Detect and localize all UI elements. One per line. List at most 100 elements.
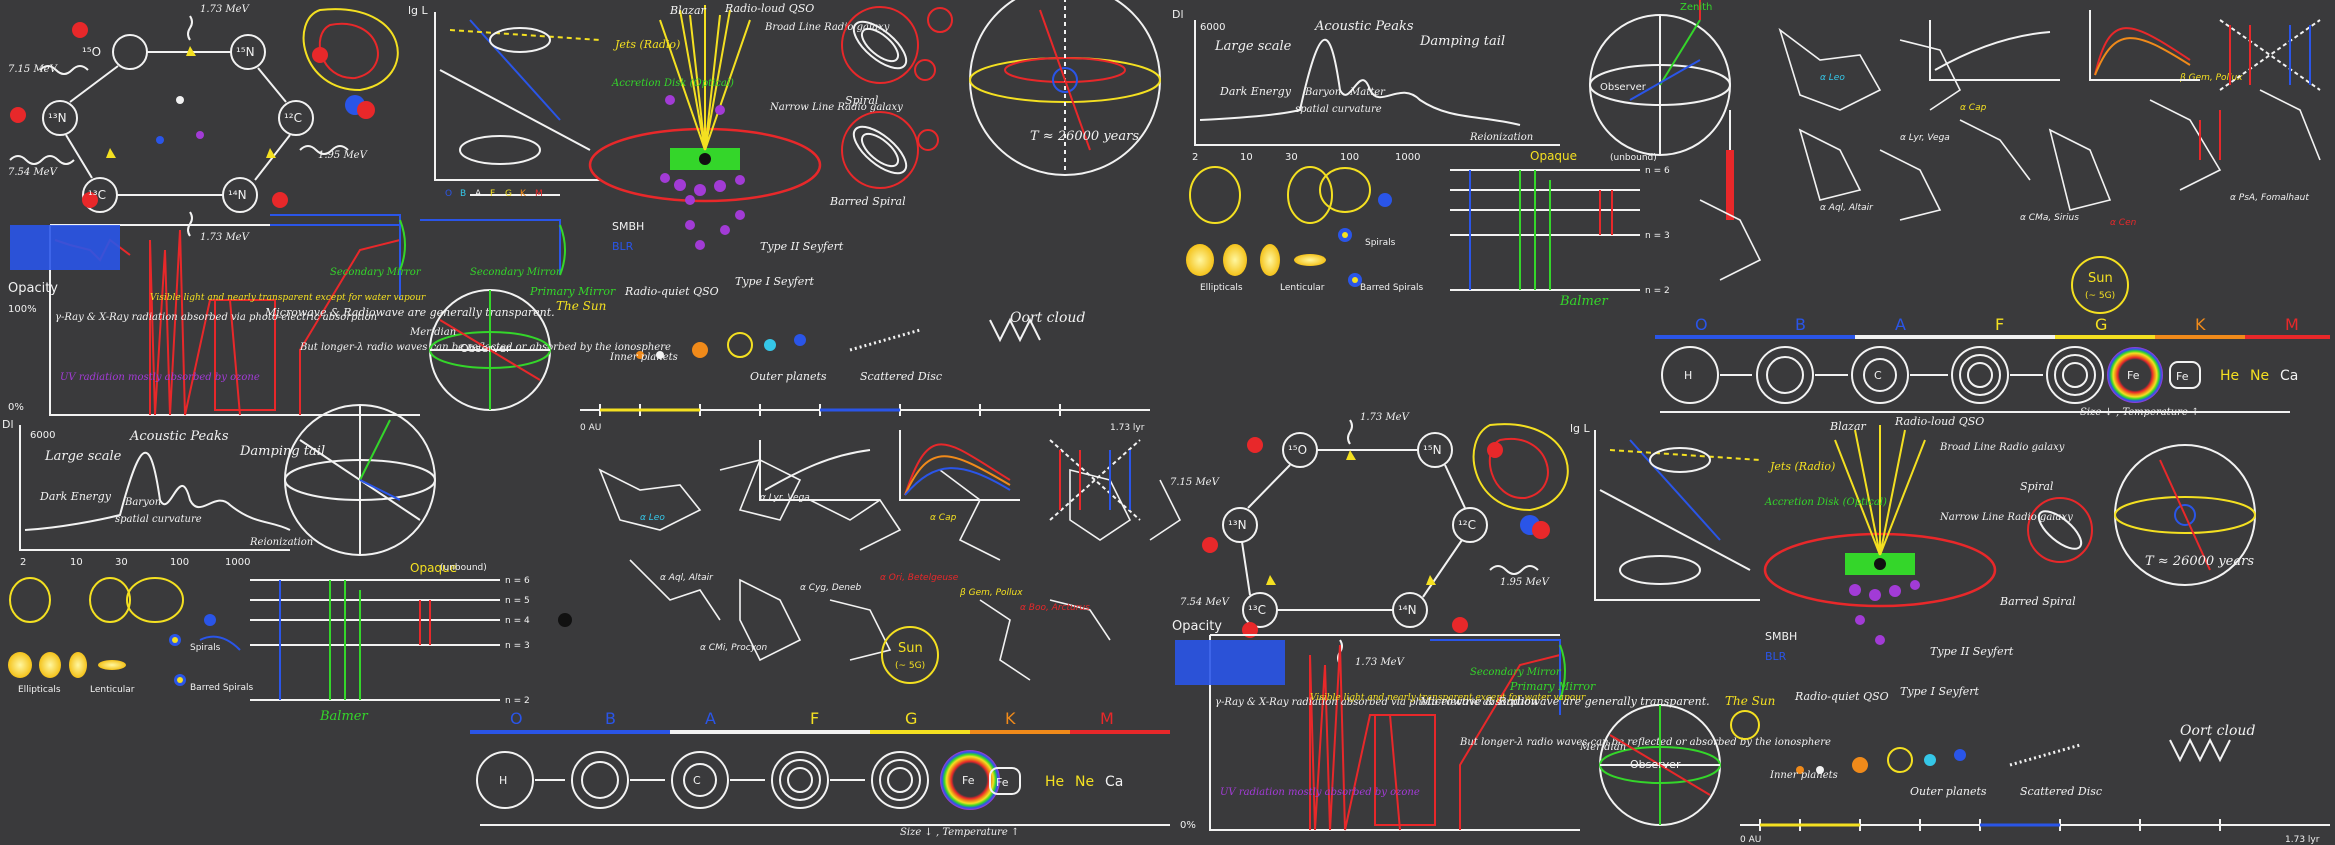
- roche-lobe-right: [1472, 423, 1569, 539]
- cmb-bot-dl: Dl: [2, 418, 14, 431]
- agn-r-spiral: Spiral: [2020, 480, 2054, 493]
- agn-r-blr: BLR: [1765, 650, 1787, 663]
- opacity-r-longer: But longer-λ radio waves can be reflecte…: [1459, 737, 1831, 748]
- spectral-class-bar-left: [470, 730, 1170, 734]
- cmb-top-baryon: Baryon: [1304, 87, 1341, 98]
- cno-r-e4: 7.54 MeV: [1180, 597, 1231, 608]
- h-right-unbound: (unbound): [1610, 153, 1657, 163]
- opacity-r-uv: UV radiation mostly absorbed by ozone: [1220, 787, 1420, 798]
- shell-fe-rainbow-right: Fe: [2127, 369, 2140, 382]
- cno-r-n14: ¹⁴N: [1398, 603, 1417, 617]
- agn-r-smbh: SMBH: [1765, 630, 1797, 643]
- solar-r-ly: 1.73 lyr: [2285, 835, 2320, 845]
- cmb-top-large: Large scale: [1214, 39, 1292, 54]
- cmb-bot-reion: Reionization: [249, 537, 313, 548]
- hydrogen-levels-right: [1450, 169, 1640, 291]
- luminosity-plot-right: [1594, 430, 1761, 601]
- cmb-top-t100: 100: [1340, 152, 1359, 163]
- energy-label-3: 1.95 MeV: [318, 150, 369, 161]
- sun-label-left: Sun: [898, 641, 923, 656]
- energy-label-2: 7.15 MeV: [8, 64, 59, 75]
- star-aql-left: α Aql, Altair: [660, 573, 714, 583]
- hubble-barred: Barred Spirals: [190, 683, 253, 693]
- agn-r-blrg: Broad Line Radio galaxy: [1939, 442, 2065, 453]
- sphere-rb-meridian: Meridian: [1579, 742, 1626, 753]
- energy-label-1: 1.73 MeV: [200, 4, 251, 15]
- class-b-left: B: [605, 709, 616, 728]
- cmb-top-6000: 6000: [1200, 22, 1225, 33]
- class-f-right: F: [1995, 315, 2004, 334]
- svg-text:G: G: [505, 189, 512, 199]
- elem-ca-right: Ca: [2280, 368, 2298, 384]
- cno-r-e1: 1.73 MeV: [1360, 412, 1411, 423]
- star-cap-left: α Cap: [930, 513, 957, 523]
- hubble-spirals: Spirals: [190, 643, 221, 653]
- svg-text:M: M: [535, 189, 543, 199]
- agn-blazar: Blazar: [669, 4, 707, 17]
- h-right-balmer: Balmer: [1559, 294, 1608, 309]
- star-cen-right: α Cen: [2110, 218, 2137, 228]
- sphere-the-sun: The Sun: [556, 299, 606, 313]
- cno-label-n13: ¹³N: [48, 111, 67, 125]
- solar-r-scattered: Scattered Disc: [2020, 785, 2102, 798]
- cmb-bot-t100: 100: [170, 557, 189, 568]
- svg-text:B: B: [460, 189, 466, 199]
- elem-ne-right: Ne: [2250, 368, 2269, 384]
- agn-radio-quiet: Radio-quiet QSO: [624, 285, 719, 298]
- agn-r-rq: Radio-quiet QSO: [1794, 690, 1889, 703]
- class-k-left: K: [1005, 709, 1016, 728]
- hubble-r-lenticular: Lenticular: [1280, 283, 1325, 293]
- hubble-r-spirals: Spirals: [1365, 238, 1396, 248]
- star-cap-right: α Cap: [1960, 103, 1987, 113]
- cno-label-o15: ¹⁵O: [82, 45, 101, 59]
- agn-r-barred: Barred Spiral: [1999, 595, 2076, 608]
- star-lyr-left: α Lyr, Vega: [760, 493, 810, 503]
- cmb-bot-t1000: 1000: [225, 557, 250, 568]
- hubble-ellipticals: Ellipticals: [18, 685, 61, 695]
- spectral-class-bar-right: [1655, 335, 2330, 339]
- opacity-xray: γ-Ray & X-Ray radiation absorbed via pho…: [55, 312, 377, 323]
- cno-particles: [10, 22, 328, 208]
- solar-scattered: Scattered Disc: [860, 370, 942, 383]
- agn-jets: Jets (Radio): [613, 38, 680, 51]
- energy-label-5: 1.73 MeV: [200, 232, 251, 243]
- h-right-n3: n = 3: [1645, 231, 1670, 241]
- h-right-n2: n = 2: [1645, 286, 1670, 296]
- agn-r-disk: Accretion Disk (Optical): [1764, 497, 1887, 508]
- light-curves-right-top: [1929, 10, 2321, 160]
- opacity-r-0: 0%: [1180, 820, 1196, 831]
- star-leo-right: α Leo: [1820, 73, 1845, 83]
- opacity-visible: Visible light and nearly transparent exc…: [150, 293, 426, 303]
- precession-period: T ≈ 26000 years: [1030, 129, 1139, 144]
- sun-circle-left: [881, 626, 939, 684]
- celestial-sphere-right-top: [1589, 0, 1734, 220]
- agn-nlrg: Narrow Line Radio galaxy: [769, 102, 903, 113]
- class-m-left: M: [1100, 709, 1114, 728]
- cno-label-n14: ¹⁴N: [228, 188, 247, 202]
- agn-r-nlrg: Narrow Line Radio galaxy: [1939, 512, 2073, 523]
- lum-right-axis: lg L: [1570, 422, 1591, 435]
- star-ori-left: α Ori, Betelgeuse: [880, 573, 959, 583]
- precession-globe: [969, 0, 1161, 176]
- stellar-shells-left: [476, 750, 1021, 810]
- solar-r-outer: Outer planets: [1910, 785, 1987, 798]
- precession-r-period: T ≈ 26000 years: [2145, 554, 2254, 569]
- cmb-bot-6000: 6000: [30, 430, 55, 441]
- opacity-r-xray: γ-Ray & X-Ray radiation absorbed via pho…: [1215, 697, 1537, 708]
- agn-seyfert2: Type II Seyfert: [760, 240, 844, 253]
- hubble-galaxies-right: [1186, 166, 1392, 287]
- solar-r-0au: 0 AU: [1740, 835, 1761, 845]
- h-left-n3: n = 3: [505, 641, 530, 651]
- celestial-sphere-right-bottom: [1599, 704, 1760, 826]
- shell-h-right: H: [1684, 369, 1692, 382]
- sphere-rb-sun: The Sun: [1725, 694, 1775, 708]
- agn-r-s2: Type II Seyfert: [1930, 645, 2014, 658]
- opacity-r-primary: Primary Mirror: [1509, 680, 1596, 693]
- agn-radio-loud: Radio-loud QSO: [724, 2, 814, 15]
- cno-r-c12: ¹²C: [1458, 518, 1476, 532]
- solar-inner-planets: Inner planets: [609, 352, 678, 363]
- cmb-bot-dark: Dark Energy: [39, 490, 112, 503]
- h-left-n6: n = 6: [505, 576, 530, 586]
- cmb-bot-damping: Damping tail: [239, 444, 325, 459]
- star-boo-left: α Boo, Arcturus: [1020, 603, 1090, 613]
